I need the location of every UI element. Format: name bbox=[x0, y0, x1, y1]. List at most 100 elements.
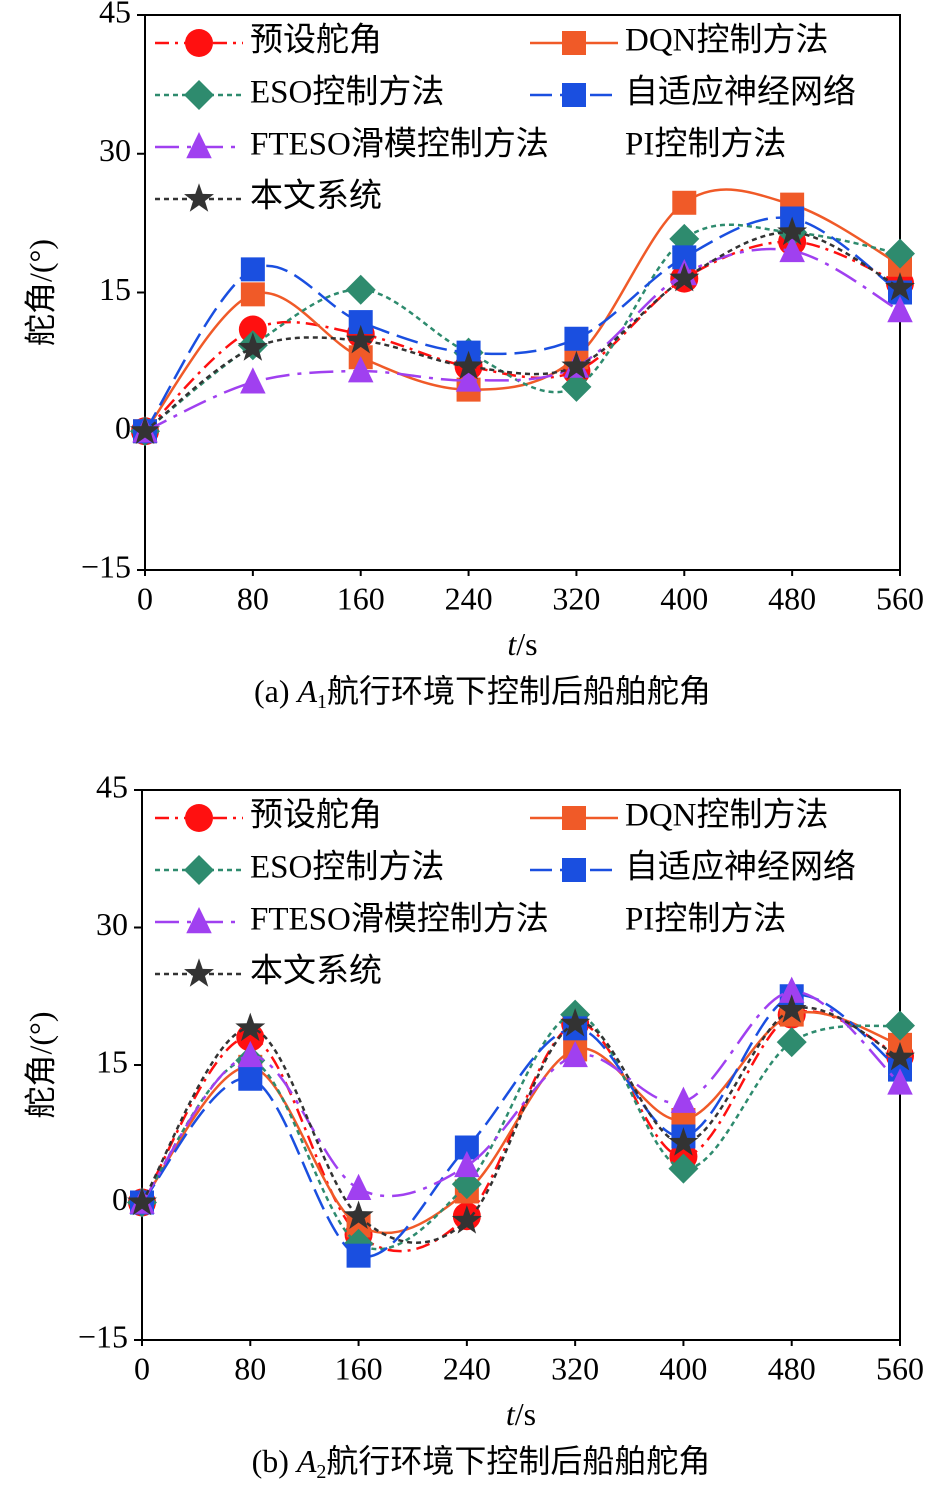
marker bbox=[237, 332, 268, 361]
x-tick-label: 0 bbox=[137, 580, 153, 616]
marker bbox=[455, 365, 482, 392]
y-tick-label: 45 bbox=[99, 0, 131, 29]
marker bbox=[240, 367, 266, 394]
legend-marker bbox=[185, 29, 213, 57]
legend-label: FTESO滑模控制方法 bbox=[250, 126, 549, 163]
x-tick-label: 80 bbox=[237, 580, 269, 616]
marker bbox=[454, 1150, 480, 1178]
legend-marker bbox=[562, 31, 586, 55]
marker bbox=[346, 1243, 371, 1268]
x-tick-label: 400 bbox=[659, 1350, 707, 1386]
legend-label: DQN控制方法 bbox=[625, 22, 829, 59]
legend-marker bbox=[184, 183, 214, 212]
x-label-unit: /s bbox=[516, 626, 537, 662]
marker bbox=[238, 1066, 263, 1091]
legend-marker bbox=[184, 958, 214, 987]
legend-label: 预设舵角 bbox=[250, 797, 382, 834]
caption-prefix: (b) bbox=[252, 1443, 289, 1479]
y-tick-label: −15 bbox=[81, 548, 131, 584]
x-axis-label: t/s bbox=[506, 1396, 536, 1432]
marker bbox=[668, 1153, 699, 1184]
marker bbox=[776, 994, 807, 1023]
caption: (b) A2航行环境下控制后船舶舵角 bbox=[252, 1443, 711, 1482]
y-tick-label: 15 bbox=[99, 271, 131, 307]
x-tick-label: 400 bbox=[660, 580, 708, 616]
y-tick-label: −15 bbox=[78, 1318, 128, 1354]
x-tick-label: 560 bbox=[876, 1350, 924, 1386]
x-tick-label: 240 bbox=[445, 580, 493, 616]
x-tick-label: 560 bbox=[876, 580, 924, 616]
legend-marker bbox=[184, 855, 214, 885]
x-axis-label: t/s bbox=[507, 626, 537, 662]
marker bbox=[451, 1205, 482, 1234]
marker bbox=[560, 1008, 591, 1037]
caption-var: A bbox=[295, 673, 317, 709]
marker bbox=[670, 1086, 697, 1113]
marker bbox=[238, 315, 267, 344]
marker bbox=[672, 190, 697, 215]
marker bbox=[669, 262, 700, 292]
legend-marker bbox=[562, 806, 586, 830]
marker bbox=[885, 272, 915, 301]
x-tick-label: 80 bbox=[234, 1350, 266, 1386]
marker bbox=[347, 356, 374, 383]
caption-sub: 1 bbox=[317, 691, 327, 713]
legend-marker bbox=[185, 804, 213, 832]
marker bbox=[240, 257, 265, 282]
x-label-var: t bbox=[506, 1396, 516, 1432]
marker bbox=[127, 1186, 157, 1216]
legend-marker bbox=[562, 858, 586, 882]
marker bbox=[562, 1040, 588, 1068]
legend-label: ESO控制方法 bbox=[250, 849, 444, 886]
marker bbox=[668, 1127, 699, 1156]
x-tick-label: 480 bbox=[768, 1350, 816, 1386]
legend-label: PI控制方法 bbox=[625, 901, 786, 938]
marker bbox=[779, 235, 805, 263]
legend-label: DQN控制方法 bbox=[625, 797, 829, 834]
x-tick-label: 0 bbox=[134, 1350, 150, 1386]
caption-sub: 2 bbox=[316, 1461, 326, 1483]
legend-marker bbox=[184, 80, 214, 110]
legend-label: 本文系统 bbox=[250, 953, 382, 990]
x-tick-label: 240 bbox=[443, 1350, 491, 1386]
marker bbox=[235, 1012, 266, 1042]
marker bbox=[561, 350, 592, 380]
marker bbox=[885, 1041, 915, 1071]
y-tick-label: 30 bbox=[99, 132, 131, 168]
x-tick-label: 160 bbox=[337, 580, 385, 616]
x-label-var: t bbox=[507, 626, 517, 662]
x-label-unit: /s bbox=[515, 1396, 536, 1432]
legend-marker bbox=[186, 907, 212, 934]
marker bbox=[564, 326, 589, 351]
series-line bbox=[141, 993, 901, 1258]
x-tick-label: 160 bbox=[335, 1350, 383, 1386]
marker bbox=[345, 1173, 372, 1200]
y-tick-label: 15 bbox=[96, 1043, 128, 1079]
y-axis-label: 舵角/(°) bbox=[22, 239, 58, 346]
legend-label: ESO控制方法 bbox=[250, 74, 444, 111]
legend-label: 自适应神经网络 bbox=[625, 849, 856, 886]
marker bbox=[345, 274, 376, 305]
legend-marker bbox=[186, 132, 212, 159]
legend-label: PI控制方法 bbox=[625, 126, 786, 163]
marker bbox=[778, 976, 805, 1003]
x-tick-label: 480 bbox=[768, 580, 816, 616]
y-tick-label: 0 bbox=[112, 1181, 128, 1217]
marker bbox=[130, 415, 160, 444]
marker bbox=[237, 1040, 264, 1068]
y-tick-label: 45 bbox=[96, 768, 128, 804]
legend-label: 预设舵角 bbox=[250, 22, 382, 59]
legend-label: 本文系统 bbox=[250, 178, 382, 215]
caption: (a) A1航行环境下控制后船舶舵角 bbox=[254, 673, 711, 712]
marker bbox=[343, 1200, 374, 1229]
marker bbox=[561, 371, 592, 402]
marker bbox=[885, 1010, 915, 1041]
marker bbox=[345, 324, 376, 354]
legend-label: FTESO滑模控制方法 bbox=[250, 901, 549, 938]
y-tick-label: 30 bbox=[96, 906, 128, 942]
legend-marker bbox=[562, 83, 586, 107]
marker bbox=[885, 238, 915, 269]
marker bbox=[777, 216, 808, 246]
